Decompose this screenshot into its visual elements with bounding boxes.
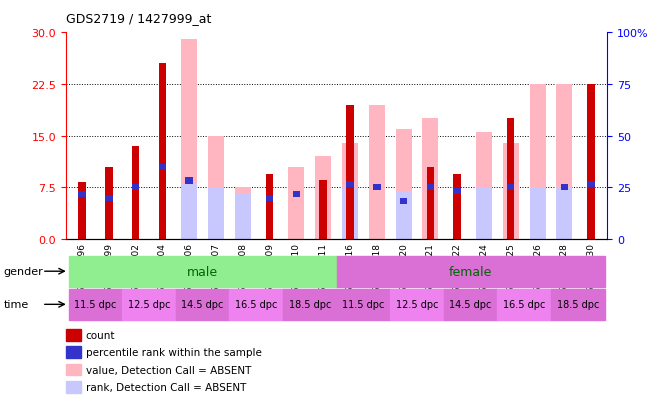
Bar (422, 119, 438, 240)
Bar (132, 185, 139, 191)
Bar (373, 185, 381, 191)
Bar (69, 256, 337, 287)
Bar (79, 192, 86, 198)
Bar (587, 85, 595, 240)
Bar (79, 183, 86, 240)
Bar (556, 85, 572, 240)
Bar (551, 289, 605, 320)
Bar (390, 289, 444, 320)
Bar (426, 167, 434, 240)
Text: 14.5 dpc: 14.5 dpc (182, 299, 224, 310)
Bar (288, 167, 304, 240)
Bar (346, 105, 354, 240)
Text: 18.5 dpc: 18.5 dpc (556, 299, 599, 310)
Bar (337, 289, 390, 320)
Text: rank, Detection Call = ABSENT: rank, Detection Call = ABSENT (86, 382, 246, 392)
Text: 18.5 dpc: 18.5 dpc (288, 299, 331, 310)
Text: GDS2719 / 1427999_at: GDS2719 / 1427999_at (66, 12, 211, 25)
Bar (235, 195, 251, 240)
Text: 11.5 dpc: 11.5 dpc (342, 299, 385, 310)
Text: time: time (3, 299, 28, 309)
Bar (337, 256, 605, 287)
Text: female: female (449, 265, 492, 278)
Text: 16.5 dpc: 16.5 dpc (235, 299, 277, 310)
Bar (395, 191, 412, 240)
Text: 16.5 dpc: 16.5 dpc (503, 299, 545, 310)
Text: percentile rank within the sample: percentile rank within the sample (86, 347, 261, 357)
Bar (453, 174, 461, 240)
Bar (400, 199, 407, 205)
Bar (476, 133, 492, 240)
Bar (587, 181, 595, 188)
Bar (529, 85, 546, 240)
Text: count: count (86, 330, 115, 340)
Bar (342, 143, 358, 240)
Bar (208, 188, 224, 240)
Bar (266, 174, 273, 240)
Bar (315, 157, 331, 240)
Bar (122, 289, 176, 320)
Text: value, Detection Call = ABSENT: value, Detection Call = ABSENT (86, 365, 251, 375)
Bar (342, 188, 358, 240)
Bar (292, 192, 300, 198)
Text: 11.5 dpc: 11.5 dpc (75, 299, 117, 310)
Text: 12.5 dpc: 12.5 dpc (396, 299, 438, 310)
Bar (507, 119, 515, 240)
Text: male: male (187, 265, 218, 278)
Bar (319, 181, 327, 240)
Bar (182, 185, 197, 240)
Text: gender: gender (3, 266, 43, 276)
Text: 12.5 dpc: 12.5 dpc (128, 299, 170, 310)
Bar (105, 195, 113, 202)
Bar (453, 188, 461, 195)
Bar (176, 289, 230, 320)
Bar (158, 64, 166, 240)
Bar (369, 105, 385, 240)
Bar (529, 188, 546, 240)
Bar (105, 167, 113, 240)
Bar (230, 289, 283, 320)
Bar (395, 129, 412, 240)
Bar (507, 185, 515, 191)
Bar (556, 188, 572, 240)
Bar (503, 143, 519, 240)
Bar (69, 289, 122, 320)
Bar (158, 164, 166, 170)
Bar (185, 178, 193, 184)
Bar (476, 188, 492, 240)
Bar (283, 289, 337, 320)
Text: 14.5 dpc: 14.5 dpc (449, 299, 492, 310)
Bar (560, 185, 568, 191)
Bar (182, 40, 197, 240)
Bar (346, 181, 354, 188)
Bar (132, 147, 139, 240)
Bar (235, 188, 251, 240)
Bar (266, 195, 273, 202)
Bar (426, 185, 434, 191)
Bar (208, 136, 224, 240)
Bar (444, 289, 498, 320)
Bar (498, 289, 551, 320)
